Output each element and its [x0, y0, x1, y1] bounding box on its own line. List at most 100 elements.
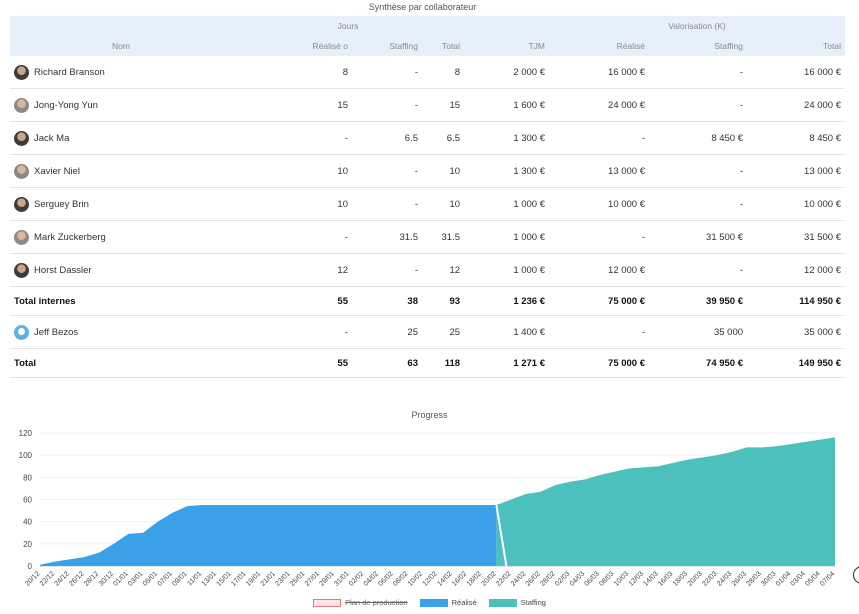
- collaborator-name[interactable]: Horst Dassler: [34, 264, 92, 276]
- summary-table: Jours Valorisation (K) Nom Réalisé o Sta…: [10, 16, 846, 378]
- x-tick-label: 05/01: [142, 570, 159, 587]
- legend-item-staffing[interactable]: Staffing: [488, 598, 546, 607]
- cell-total-jours: 6.5: [422, 121, 465, 155]
- cell-tjm: 1 600 €: [464, 88, 550, 122]
- x-tick-label: 06/03: [584, 570, 601, 587]
- legend-label-realise: Réalisé: [451, 598, 477, 607]
- cell-staffing-valo: -: [649, 253, 748, 287]
- table-row[interactable]: Richard Branson 8-8 2 000 €16 000 € -16 000…: [10, 56, 846, 89]
- collaborator-name[interactable]: Jong-Yong Yun: [34, 99, 98, 111]
- cell-realise-valo: 12 000 €: [549, 253, 650, 287]
- cell-staffing-valo: 31 500 €: [649, 220, 748, 254]
- table-row[interactable]: Xavier Niel 10-10 1 300 €13 000 € -13 000 €: [10, 154, 846, 188]
- area-series-staffing: [496, 437, 835, 566]
- collaborator-name[interactable]: Mark Zuckerberg: [34, 231, 106, 243]
- col-header-total-valo[interactable]: Total: [747, 36, 846, 56]
- cell-realise-jours: -: [232, 121, 352, 155]
- cell-total-jours: 8: [422, 56, 465, 89]
- x-tick-label: 22/03: [701, 570, 718, 587]
- legend-item-realise[interactable]: Réalisé: [419, 598, 477, 607]
- x-tick-label: 12/03: [628, 570, 645, 587]
- cell-total-valo: 114 950 €: [747, 286, 846, 316]
- cell-total-valo: 24 000 €: [747, 88, 846, 122]
- collaborator-name[interactable]: Xavier Niel: [34, 165, 80, 177]
- x-tick-label: 01/01: [112, 570, 129, 587]
- table-row[interactable]: Serguey Brin 10-10 1 000 €10 000 € -10 000 …: [10, 187, 846, 221]
- table-row[interactable]: Jack Ma -6.5 6.5 1 300 € -8 450 €8 450 €: [10, 121, 846, 155]
- y-tick-label: 120: [19, 429, 33, 438]
- x-tick-label: 25/01: [289, 570, 306, 587]
- series-divider: [495, 504, 508, 567]
- table-row[interactable]: Jong-Yong Yun 15-15 1 600 €24 000 € -24 000…: [10, 88, 846, 122]
- y-tick-label: 40: [23, 518, 32, 527]
- x-tick-label: 17/01: [230, 570, 247, 587]
- legend-swatch-plan: [313, 598, 342, 607]
- cell-tjm: 1 300 €: [464, 154, 550, 188]
- x-tick-label: 13/01: [201, 570, 218, 587]
- legend-swatch-staffing: [488, 598, 517, 607]
- cell-staffing-valo: 35 000: [649, 315, 748, 349]
- x-tick-label: 26/03: [731, 570, 748, 587]
- cell-total-valo: 13 000 €: [747, 154, 846, 188]
- cell-total-valo: 35 000 €: [747, 315, 846, 349]
- cell-realise-jours: 10: [232, 154, 352, 188]
- x-tick-label: 04/03: [569, 570, 586, 587]
- x-tick-label: 06/02: [377, 570, 394, 587]
- collaborator-name[interactable]: Jeff Bezos: [34, 326, 79, 338]
- cell-tjm: 1 271 €: [464, 348, 550, 378]
- cell-staffing-valo: 39 950 €: [649, 286, 748, 316]
- table-row[interactable]: Jeff Bezos -25 25 1 400 € -35 000 35 000 €: [10, 315, 846, 349]
- col-header-total-jours[interactable]: Total: [422, 36, 465, 56]
- col-header-realise-jours[interactable]: Réalisé o: [232, 36, 352, 56]
- x-tick-label: 01/04: [775, 570, 792, 587]
- collaborator-name[interactable]: Serguey Brin: [34, 198, 89, 210]
- col-header-staffing-jours[interactable]: Staffing: [352, 36, 422, 56]
- cell-total-jours: 118: [422, 348, 465, 378]
- col-header-staffing-valo[interactable]: Staffing: [649, 36, 748, 56]
- cell-realise-jours: -: [232, 220, 352, 254]
- x-tick-label: 28/12: [83, 570, 100, 587]
- y-tick-label: 80: [23, 473, 32, 482]
- cell-realise-valo: 75 000 €: [549, 286, 650, 316]
- x-tick-label: 18/02: [466, 570, 483, 587]
- cell-staffing-jours: -: [352, 253, 422, 287]
- cell-total-jours: 93: [422, 286, 465, 316]
- col-header-realise-valo[interactable]: Réalisé: [549, 36, 650, 56]
- cell-staffing-jours: 6.5: [352, 121, 422, 155]
- y-tick-label: 20: [23, 540, 32, 549]
- cell-staffing-valo: 8 450 €: [649, 121, 748, 155]
- x-tick-label: 10/02: [407, 570, 424, 587]
- x-tick-label: 15/01: [215, 570, 232, 587]
- x-tick-label: 14/02: [436, 570, 453, 587]
- group-header-jours: Jours: [232, 16, 465, 36]
- x-tick-label: 03/04: [790, 570, 807, 587]
- col-header-tjm[interactable]: TJM: [464, 36, 550, 56]
- cell-realise-valo: 16 000 €: [549, 56, 650, 89]
- x-tick-label: 20/03: [687, 570, 704, 587]
- group-header-valorisation: Valorisation (K): [549, 16, 846, 36]
- table-row[interactable]: Horst Dassler 12-12 1 000 €12 000 € -12 000…: [10, 253, 846, 287]
- total-row: Total 55 63 118 1 271 €75 000 €74 950 €149 9…: [10, 348, 846, 378]
- avatar: [14, 130, 29, 146]
- cell-tjm: 1 300 €: [464, 121, 550, 155]
- collaborator-name[interactable]: Richard Branson: [34, 66, 105, 78]
- legend-item-plan[interactable]: Plan de production: [313, 598, 408, 607]
- x-tick-label: 30/03: [760, 570, 777, 587]
- legend-label-plan: Plan de production: [345, 598, 408, 607]
- y-tick-label: 0: [28, 562, 33, 571]
- x-tick-label: 28/03: [745, 570, 762, 587]
- x-tick-label: 12/02: [422, 570, 439, 587]
- cell-realise-valo: -: [549, 315, 650, 349]
- collaborator-name[interactable]: Jack Ma: [34, 132, 70, 144]
- cell-realise-jours: -: [232, 315, 352, 349]
- x-tick-label: 22/02: [495, 570, 512, 587]
- cell-staffing-jours: -: [352, 56, 422, 89]
- table-row[interactable]: Mark Zuckerberg -31.5 31.5 1 000 € -31 500 €…: [10, 220, 846, 254]
- y-tick-label: 60: [23, 496, 32, 505]
- x-tick-label: 24/02: [510, 570, 527, 587]
- avatar: [14, 196, 29, 212]
- cell-realise-jours: 55: [232, 286, 352, 316]
- cell-realise-jours: 10: [232, 187, 352, 221]
- col-header-nom[interactable]: Nom: [10, 36, 232, 56]
- avatar: [14, 229, 29, 245]
